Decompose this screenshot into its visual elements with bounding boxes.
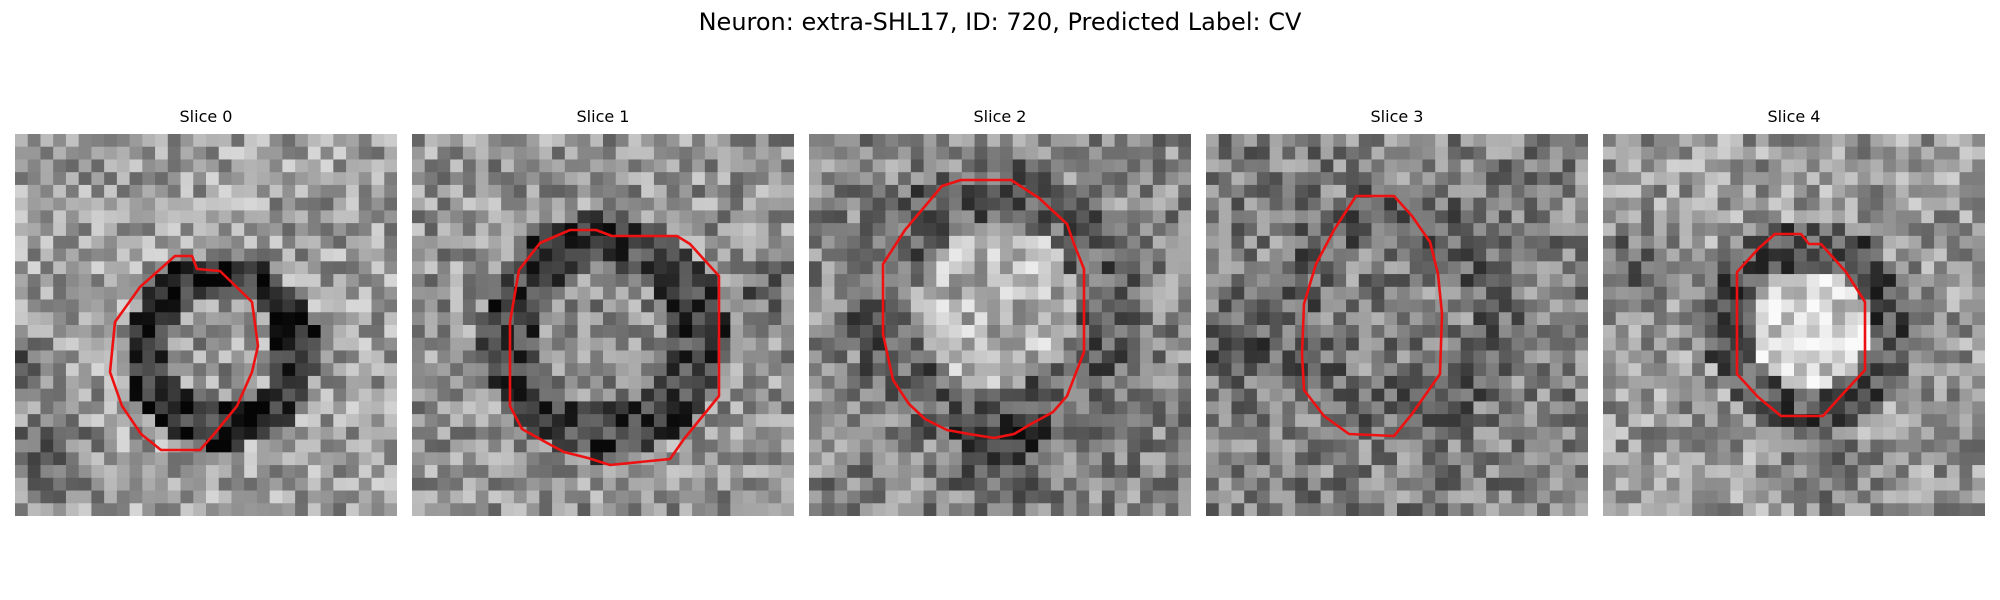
pixel-grid-3 <box>1206 134 1588 516</box>
pixel-grid-0 <box>15 134 397 516</box>
roi-contour-1 <box>508 228 721 467</box>
slice-image-1 <box>412 134 794 516</box>
pixel-grid-4 <box>1603 134 1985 516</box>
slice-image-4 <box>1603 134 1985 516</box>
pixel-grid-1 <box>412 134 794 516</box>
slice-title-2: Slice 2 <box>973 107 1027 126</box>
slice-title-0: Slice 0 <box>179 107 233 126</box>
roi-contour-4 <box>1735 232 1867 418</box>
roi-contour-0 <box>108 254 260 452</box>
slice-title-1: Slice 1 <box>576 107 630 126</box>
slice-image-2 <box>809 134 1191 516</box>
slice-image-0 <box>15 134 397 516</box>
slice-title-3: Slice 3 <box>1370 107 1424 126</box>
figure-title: Neuron: extra-SHL17, ID: 720, Predicted … <box>698 8 1302 36</box>
roi-contour-3 <box>1300 194 1444 438</box>
slice-title-4: Slice 4 <box>1767 107 1821 126</box>
pixel-grid-2 <box>809 134 1191 516</box>
roi-contour-2 <box>881 178 1086 440</box>
slice-image-3 <box>1206 134 1588 516</box>
